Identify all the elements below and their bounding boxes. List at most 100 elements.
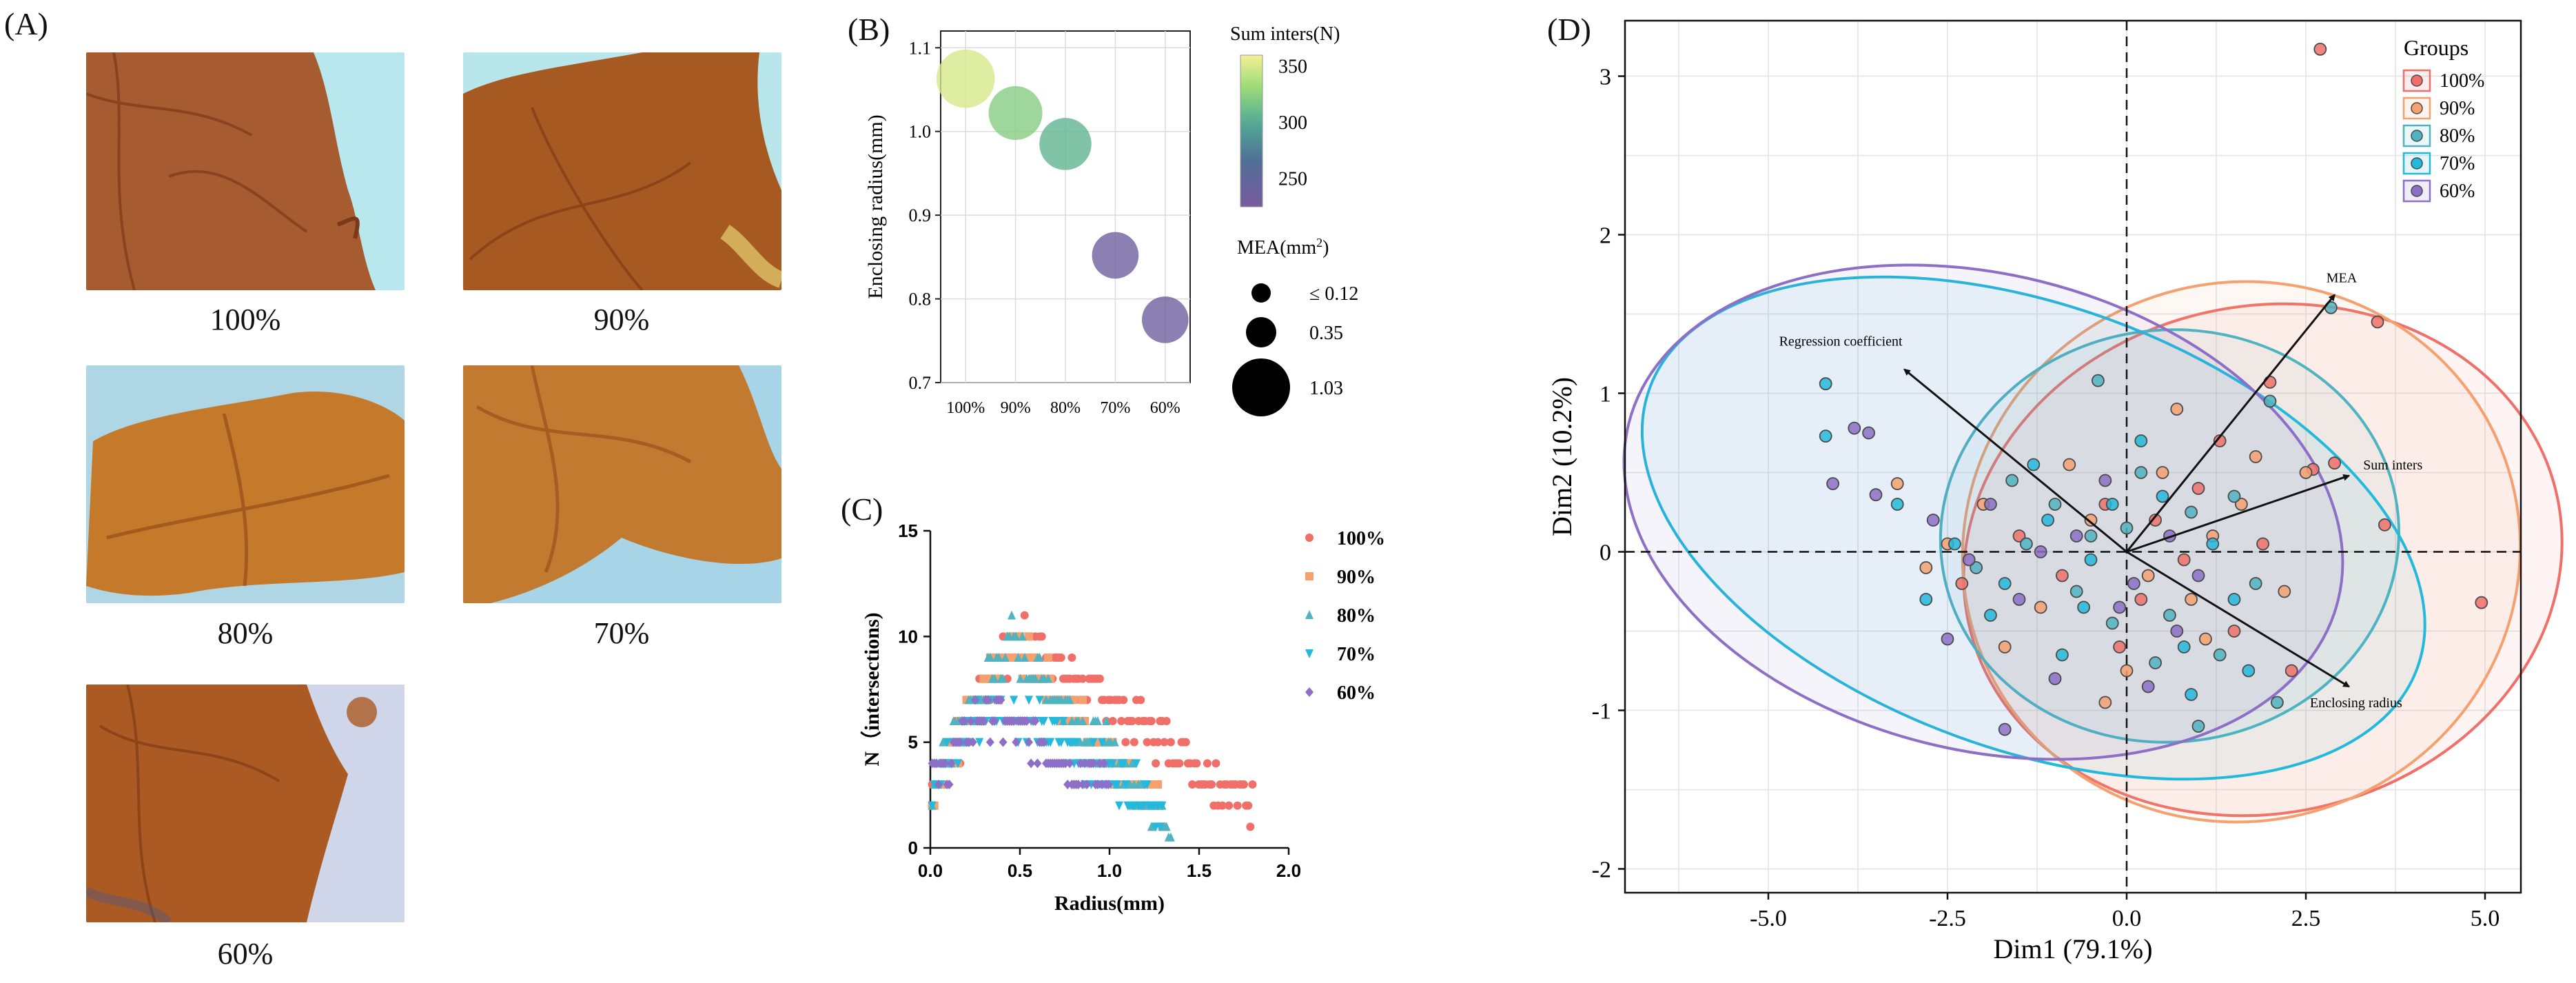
data-point bbox=[1112, 780, 1121, 789]
data-point bbox=[1020, 653, 1029, 662]
pca-point bbox=[2263, 394, 2277, 408]
data-point bbox=[1083, 780, 1092, 789]
pca-point bbox=[2012, 593, 2026, 606]
data-point bbox=[968, 737, 977, 747]
data-point bbox=[1160, 738, 1169, 747]
data-point bbox=[1063, 780, 1072, 789]
data-point bbox=[1104, 780, 1113, 789]
data-point bbox=[1089, 758, 1098, 769]
pca-point bbox=[2127, 577, 2140, 590]
data-point bbox=[1065, 758, 1074, 769]
data-point bbox=[1136, 780, 1145, 789]
size-legend-label: 0.35 bbox=[1309, 323, 1343, 344]
pca-point bbox=[1941, 632, 1954, 646]
panel-label-a: (A) bbox=[4, 6, 48, 41]
data-point bbox=[1192, 759, 1201, 768]
pca-point bbox=[2113, 600, 2126, 614]
pca-point bbox=[2056, 648, 2069, 662]
pca-point bbox=[2199, 632, 2212, 646]
pca-point bbox=[2191, 569, 2205, 582]
pca-point bbox=[1826, 477, 1840, 490]
x-tick-label: 1.0 bbox=[1097, 860, 1122, 881]
data-point bbox=[1093, 780, 1102, 789]
legend-label: 90% bbox=[1337, 567, 1376, 588]
pca-point bbox=[2149, 514, 2162, 527]
loading-arrow bbox=[2126, 474, 2351, 553]
pca-point bbox=[2185, 593, 2198, 606]
data-point bbox=[1016, 673, 1025, 683]
data-point bbox=[994, 653, 1003, 662]
data-point bbox=[928, 801, 937, 811]
pca-point bbox=[2034, 600, 2047, 614]
pca-point bbox=[2134, 593, 2148, 606]
y-tick-label: 2 bbox=[1599, 223, 1611, 249]
data-point bbox=[1154, 738, 1163, 747]
data-point bbox=[1305, 534, 1313, 542]
pca-point bbox=[2005, 474, 2018, 487]
legend-label: 100% bbox=[1337, 528, 1385, 549]
y-tick-label: 0 bbox=[908, 838, 918, 858]
y-tick-label: -2 bbox=[1592, 858, 1611, 883]
data-point bbox=[985, 653, 994, 662]
data-point bbox=[1079, 696, 1087, 705]
y-tick-label: 0.8 bbox=[909, 290, 932, 310]
pca-point bbox=[2048, 672, 2062, 685]
legend-label: 60% bbox=[1337, 682, 1376, 704]
y-tick-label: 15 bbox=[898, 520, 918, 541]
data-point bbox=[1108, 759, 1117, 769]
data-point bbox=[1162, 822, 1171, 831]
micrograph-70-image bbox=[463, 365, 781, 603]
pca-point bbox=[2242, 664, 2256, 678]
bubble-chart: 0.7 0.8 0.9 1.0 1.1 100% 90% 80% 70% 60% Enclosing… bbox=[864, 23, 1358, 417]
data-point bbox=[1095, 758, 1104, 769]
x-tick-label: 0.0 bbox=[918, 860, 943, 881]
data-point bbox=[1012, 737, 1021, 747]
x-tick-label: 60% bbox=[1150, 399, 1180, 417]
colorbar-tick-label: 300 bbox=[1278, 112, 1307, 134]
data-point bbox=[1175, 759, 1184, 768]
pca-point bbox=[1962, 553, 1976, 567]
micrograph-60-image bbox=[86, 685, 405, 922]
x-tick-label: 90% bbox=[1001, 399, 1031, 417]
data-point bbox=[1147, 717, 1156, 725]
data-point bbox=[999, 737, 1008, 747]
data-point bbox=[1067, 653, 1076, 662]
data-point bbox=[943, 738, 952, 747]
pca-point bbox=[2227, 489, 2241, 503]
data-point bbox=[1089, 738, 1098, 747]
pca-point bbox=[1948, 537, 1961, 551]
pca-point bbox=[2077, 600, 2090, 614]
micrograph-80 bbox=[86, 365, 405, 603]
data-point bbox=[1031, 716, 1040, 726]
pca-point bbox=[2084, 529, 2098, 543]
data-point bbox=[1110, 737, 1119, 747]
pca-point bbox=[2213, 434, 2227, 447]
bubble-90% bbox=[988, 86, 1043, 140]
pca-biplot: MEA Regression coefficient Sum inters Enclo… bbox=[1546, 19, 2564, 964]
y-axis-label: N（intersections) bbox=[860, 612, 883, 766]
data-point bbox=[1132, 759, 1141, 769]
x-tick-label: 2.0 bbox=[1276, 860, 1301, 881]
data-point bbox=[932, 758, 941, 769]
data-point bbox=[1240, 780, 1248, 789]
ellipse-90% bbox=[1961, 280, 2522, 824]
data-point bbox=[1076, 758, 1085, 769]
pca-point bbox=[2020, 537, 2033, 551]
pca-point bbox=[2092, 374, 2105, 387]
data-point bbox=[1119, 696, 1128, 705]
data-point bbox=[964, 737, 973, 747]
pca-point bbox=[1919, 561, 1933, 574]
legend-label: 60% bbox=[2440, 181, 2475, 202]
data-point bbox=[1046, 738, 1055, 747]
data-point bbox=[1100, 758, 1109, 769]
data-point bbox=[1056, 738, 1065, 747]
pca-point bbox=[2041, 514, 2054, 527]
pca-point bbox=[2156, 489, 2169, 503]
micrograph-80-image bbox=[86, 365, 405, 603]
data-point bbox=[1166, 832, 1175, 842]
legend-label: 80% bbox=[2440, 125, 2475, 147]
legend-label: 90% bbox=[2440, 98, 2475, 119]
data-point bbox=[1039, 717, 1048, 726]
pca-point bbox=[2227, 625, 2241, 638]
pca-point bbox=[2134, 434, 2148, 447]
